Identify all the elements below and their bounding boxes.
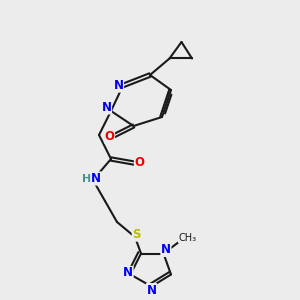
Text: N: N bbox=[161, 243, 171, 256]
Text: N: N bbox=[91, 172, 101, 185]
Text: N: N bbox=[123, 266, 133, 280]
Text: O: O bbox=[104, 130, 115, 143]
Text: N: N bbox=[101, 101, 112, 114]
Text: CH₃: CH₃ bbox=[178, 232, 196, 243]
Text: N: N bbox=[113, 79, 124, 92]
Text: S: S bbox=[132, 228, 141, 241]
Text: H: H bbox=[82, 173, 91, 184]
Text: N: N bbox=[146, 284, 157, 297]
Text: O: O bbox=[134, 155, 145, 169]
